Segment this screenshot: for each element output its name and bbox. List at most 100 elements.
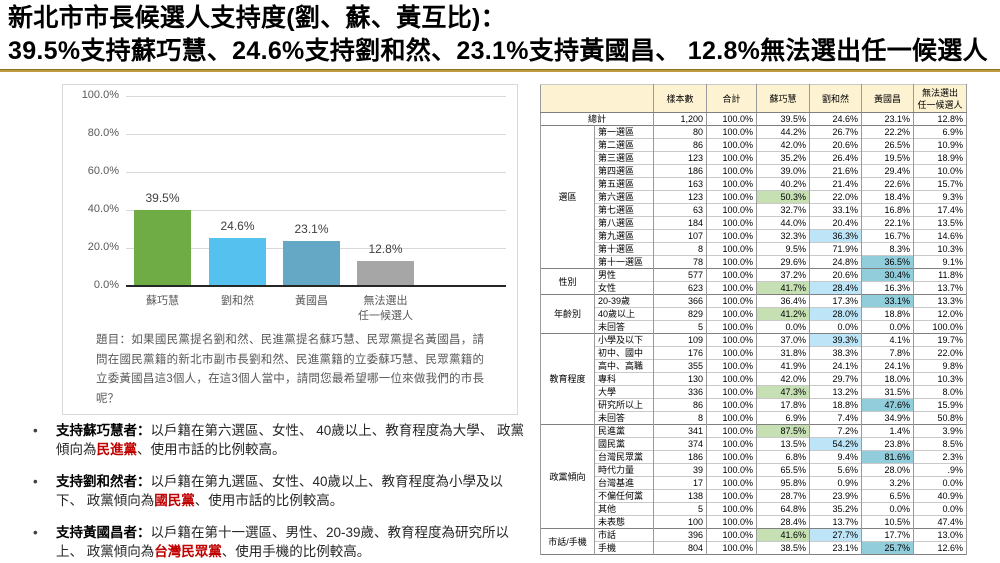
table-row: 專科 130 100.0% 42.0% 29.7% 18.0% 10.3% [541, 372, 967, 386]
cell: 80 [653, 125, 707, 139]
cell: 24.1% [861, 359, 914, 373]
table-row: 第八選區 184 100.0% 44.0% 20.4% 22.1% 13.5% [541, 216, 967, 230]
cell: 38.5% [756, 541, 810, 555]
table-row: 其他 5 100.0% 64.8% 35.2% 0.0% 0.0% [541, 502, 967, 516]
cell: 32.7% [756, 203, 810, 217]
cell: 100.0% [706, 294, 757, 308]
column-header: 劉和然 [809, 84, 862, 113]
x-axis-label: 劉和然 [221, 295, 254, 307]
cell: 100.0% [706, 359, 757, 373]
cell: 1,200 [653, 112, 707, 126]
cell: 30.4% [861, 268, 914, 282]
crosstab-panel: 樣本數 合計 蘇巧慧 劉和然 黃國昌 無法選出 任一候選人 總計 1,200 100.0% 39.… [540, 84, 967, 555]
table-row: 未回答 5 100.0% 0.0% 0.0% 0.0% 100.0% [541, 320, 967, 334]
cell: 9.1% [913, 255, 967, 269]
row-label: 未表態 [594, 515, 654, 529]
chart-bar [357, 261, 414, 285]
cell: 28.0% [861, 463, 914, 477]
cell: 12.0% [913, 307, 967, 321]
cell: 9.3% [913, 190, 967, 204]
cell: 100.0% [706, 268, 757, 282]
finding-item: 支持黃國昌者：以戶籍在第十一選區、男性、20-39歲、教育程度為研究所以上、 政… [30, 523, 528, 561]
row-label: 研究所以上 [594, 398, 654, 412]
finding-item: 支持劉和然者：以戶籍在第九選區、女性、40歲以上、教育程度為小學及以下、 政黨傾… [30, 472, 528, 510]
party-name: 民進黨 [96, 442, 138, 457]
table-row: 第四選區 186 100.0% 39.0% 21.6% 29.4% 10.0% [541, 164, 967, 178]
cell: 19.5% [861, 151, 914, 165]
row-label: 小學及以下 [594, 333, 654, 347]
column-header: 蘇巧慧 [756, 84, 810, 113]
page-title: 新北市市長候選人支持度(劉、蘇、黃互比)： [8, 4, 506, 32]
cell: .9% [913, 463, 967, 477]
cell: 12.8% [913, 112, 967, 126]
cell: 23.9% [809, 489, 862, 503]
cell: 22.1% [861, 216, 914, 230]
cell: 100.0% [706, 242, 757, 256]
cell: 64.8% [756, 502, 810, 516]
table-row: 研究所以上 86 100.0% 17.8% 18.8% 47.6% 15.9% [541, 398, 967, 412]
cell: 31.8% [756, 346, 810, 360]
cell: 107 [653, 229, 707, 243]
cell: 5 [653, 502, 707, 516]
cell: 40.9% [913, 489, 967, 503]
cell: 42.0% [756, 138, 810, 152]
table-row: 女性 623 100.0% 41.7% 28.4% 16.3% 13.7% [541, 281, 967, 295]
cell: 5.6% [809, 463, 862, 477]
cell: 29.6% [756, 255, 810, 269]
x-axis-line [126, 285, 506, 287]
cell: 36.3% [809, 229, 862, 243]
cell: 138 [653, 489, 707, 503]
cell: 22.0% [913, 346, 967, 360]
cell: 31.5% [861, 385, 914, 399]
cell: 100.0% [706, 541, 757, 555]
cell: 10.0% [913, 164, 967, 178]
cell: 37.2% [756, 268, 810, 282]
survey-question-text: 題目：如果國民黨提名劉和然、民進黨提名蘇巧慧、民眾黨提名黃國昌，請問在國民黨籍的… [96, 334, 484, 405]
cell: 8.0% [913, 385, 967, 399]
table-row: 性別 男性 577 100.0% 37.2% 20.6% 30.4% 11.8% [540, 268, 967, 295]
title-underline [0, 69, 1000, 72]
bar-plot: 100.0% 80.0% 60.0% 40.0% 20.0% 0.0% 39.5% 蘇巧慧 24… [82, 89, 506, 322]
cell: 6.9% [913, 125, 967, 139]
cell: 100.0% [706, 463, 757, 477]
finding-lead: 支持黃國昌者： [56, 525, 151, 540]
cell: 15.9% [913, 398, 967, 412]
party-name: 國民黨 [154, 493, 195, 508]
cell: 123 [653, 151, 707, 165]
chart-bar [283, 241, 340, 285]
cell: 22.0% [809, 190, 862, 204]
table-row: 第十選區 8 100.0% 9.5% 71.9% 8.3% 10.3% [541, 242, 967, 256]
cell: 21.4% [809, 177, 862, 191]
row-label: 第二選區 [594, 138, 654, 152]
cell: 5 [653, 320, 707, 334]
cell: 355 [653, 359, 707, 373]
finding-text-pre: 以戶籍在第十一選區、男性、20-39歲、教育程度為研究所以上、 政黨傾向為 [56, 525, 510, 559]
cell: 100.0% [706, 489, 757, 503]
cell: 3.2% [861, 476, 914, 490]
cell: 100.0% [706, 424, 757, 438]
cell: 4.1% [861, 333, 914, 347]
cell: 184 [653, 216, 707, 230]
chart-bar [209, 238, 266, 285]
cell: 100 [653, 515, 707, 529]
row-label: 20-39歲 [594, 294, 654, 308]
cell: 24.6% [809, 112, 862, 126]
title-block: 新北市市長候選人支持度(劉、蘇、黃互比)： 39.5%支持蘇巧慧、24.6%支持… [8, 2, 998, 68]
cell: 0.0% [809, 320, 862, 334]
bar-value-label: 23.1% [294, 222, 329, 236]
cell: 100.0% [706, 229, 757, 243]
cell: 7.8% [861, 346, 914, 360]
total-label: 總計 [540, 112, 654, 126]
cell: 20.4% [809, 216, 862, 230]
gridline [126, 210, 506, 211]
cell: 44.0% [756, 216, 810, 230]
cell: 34.9% [861, 411, 914, 425]
cell: 78 [653, 255, 707, 269]
cell: 16.7% [861, 229, 914, 243]
row-label: 時代力量 [594, 463, 654, 477]
cell: 63 [653, 203, 707, 217]
group-label: 性別 [540, 268, 595, 295]
y-axis-tick: 100.0% [81, 89, 119, 101]
cell: 100.0% [706, 385, 757, 399]
cell: 39.3% [809, 333, 862, 347]
